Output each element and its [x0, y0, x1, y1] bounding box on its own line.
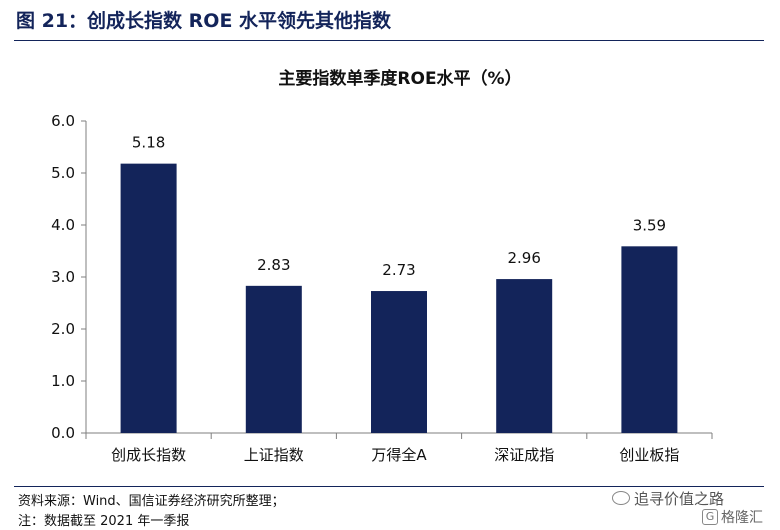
data-label: 5.18 — [132, 134, 165, 152]
y-axis: 0.0 1.0 2.0 3.0 4.0 5.0 6.0 — [51, 112, 87, 442]
x-axis: 创成长指数 上证指数 万得全A 深证成指 创业板指 — [85, 432, 713, 464]
bars — [120, 163, 678, 433]
data-label: 2.83 — [257, 256, 290, 274]
site-watermark: G 格隆汇 — [702, 507, 763, 527]
data-label: 2.96 — [507, 249, 540, 267]
category-label: 深证成指 — [494, 446, 554, 464]
y-tick-label: 6.0 — [51, 112, 75, 130]
category-label: 创成长指数 — [111, 446, 186, 464]
category-label: 万得全A — [371, 446, 427, 464]
figure-title: 图 21：创成长指数 ROE 水平领先其他指数 — [16, 10, 392, 32]
category-label: 上证指数 — [244, 446, 304, 464]
y-tick-label: 4.0 — [51, 216, 75, 234]
y-tick-label: 3.0 — [51, 268, 75, 286]
data-label: 2.73 — [382, 261, 415, 279]
y-tick-label: 5.0 — [51, 164, 75, 182]
bar — [245, 285, 302, 433]
bar — [496, 279, 553, 433]
top-rule — [14, 40, 764, 41]
y-tick-label: 1.0 — [51, 372, 75, 390]
bar — [120, 163, 177, 433]
y-tick-label: 0.0 — [51, 424, 75, 442]
data-labels: 5.18 2.83 2.73 2.96 3.59 — [132, 134, 666, 279]
category-label: 创业板指 — [619, 446, 679, 464]
wechat-label: 追寻价值之路 — [634, 489, 725, 508]
chart-title: 主要指数单季度ROE水平（%） — [278, 69, 522, 89]
bar — [371, 291, 427, 433]
wechat-watermark: 追寻价值之路 — [612, 487, 724, 509]
wechat-icon — [612, 491, 630, 505]
bottom-rule — [14, 486, 764, 487]
source-note: 资料来源：Wind、国信证券经济研究所整理； — [18, 494, 285, 509]
bar — [621, 246, 678, 433]
site-label: 格隆汇 — [721, 510, 763, 526]
y-tick-label: 2.0 — [51, 320, 75, 338]
site-logo-icon: G — [702, 509, 718, 525]
data-label: 3.59 — [633, 216, 666, 234]
data-note: 注：数据截至 2021 年一季报 — [18, 514, 190, 529]
bar-chart: 0.01.02.03.04.05.06.0 创成长指数 上证指数 万得全A 深证成指创… — [51, 112, 713, 464]
